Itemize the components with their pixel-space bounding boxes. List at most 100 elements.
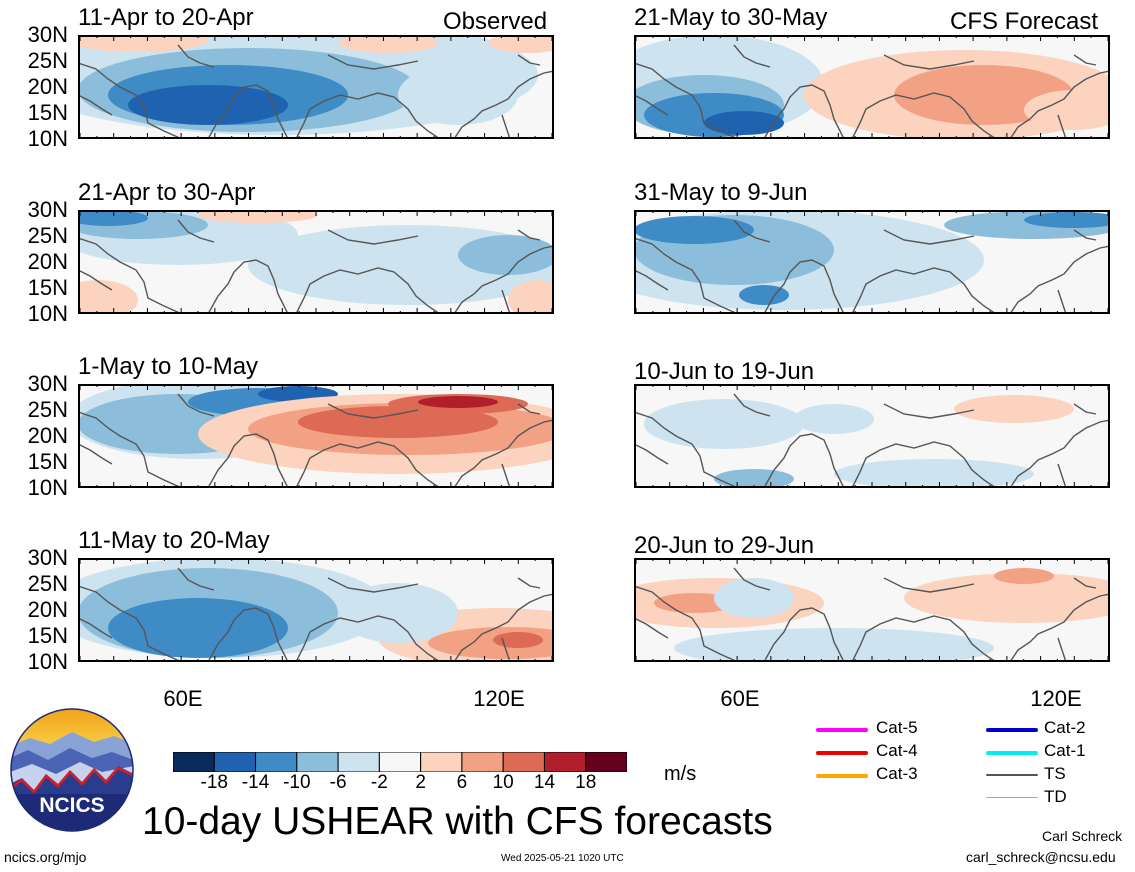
lon-label-60e-left: 60E: [163, 686, 203, 711]
legend-line-cat-3: [816, 774, 868, 778]
shear-region: [78, 210, 148, 226]
lon-label-60e-right: 60E: [720, 686, 760, 711]
shear-region: [418, 396, 498, 408]
colorbar: [172, 751, 628, 773]
shear-region: [128, 85, 288, 125]
colorbar-tick-label: 6: [456, 772, 468, 793]
shear-region: [634, 216, 754, 244]
lat-label: 25N: [27, 571, 68, 596]
legend-line-td: [986, 797, 1038, 798]
shear-region: [1024, 212, 1110, 228]
shear-map: [78, 558, 554, 662]
shear-region: [714, 578, 794, 618]
legend-label: Cat-4: [876, 741, 918, 760]
shear-region: [338, 583, 458, 643]
shear-region: [493, 632, 543, 648]
colorbar-swatch: [461, 751, 504, 773]
colorbar-tick-label: -14: [241, 772, 270, 793]
legend-line-cat-2: [986, 728, 1038, 732]
legend-line-ts: [986, 774, 1038, 776]
panel-title: 20-Jun to 29-Jun: [634, 532, 815, 559]
colorbar-tick-label: -2: [370, 772, 388, 793]
panel-title: 21-May to 30-May: [634, 4, 828, 31]
lat-label: 20N: [27, 597, 68, 622]
panel-title: 1-May to 10-May: [78, 353, 259, 380]
lat-label: 30N: [27, 197, 68, 222]
logo-text: NCICS: [39, 794, 104, 817]
shear-region: [794, 404, 874, 434]
ncics-logo: NCICS: [10, 708, 134, 832]
shear-region: [714, 469, 794, 488]
shear-map: [634, 384, 1110, 488]
lat-label: 10N: [27, 649, 68, 674]
colorbar-tick-label: 10: [492, 772, 514, 793]
colorbar-tick-label: -10: [283, 772, 311, 793]
colorbar-swatch: [378, 751, 422, 773]
panel-title: 31-May to 9-Jun: [634, 179, 808, 206]
footer-email: carl_schreck@ncsu.edu: [966, 849, 1116, 865]
shear-region: [904, 573, 1110, 623]
colorbar-tick-label: 14: [533, 772, 556, 793]
shear-region: [398, 65, 518, 125]
colorbar-swatch: [172, 751, 215, 773]
figure-title: 10-day USHEAR with CFS forecasts: [142, 800, 773, 843]
shear-region: [508, 280, 554, 314]
coastline: [78, 567, 554, 662]
panel-tag-observed: Observed: [443, 8, 548, 35]
coastline: [78, 393, 554, 488]
colorbar-swatch: [420, 751, 463, 773]
panel-title: 11-Apr to 20-Apr: [78, 4, 254, 31]
coastline: [78, 219, 554, 314]
shear-map: [78, 35, 554, 139]
lat-label: 15N: [27, 100, 68, 125]
shear-region: [739, 285, 789, 305]
shear-map: [78, 210, 554, 314]
shear-region: [644, 399, 804, 449]
shear-map: [634, 35, 1110, 139]
colorbar-tick-label: -6: [329, 772, 347, 793]
lat-label: 20N: [27, 249, 68, 274]
shear-map: [634, 210, 1110, 314]
legend-label: TD: [1044, 787, 1067, 806]
coastline: [634, 567, 1110, 662]
shear-map: [634, 558, 1110, 662]
colorbar-unit: m/s: [664, 763, 697, 785]
legend-label: Cat-2: [1044, 718, 1086, 737]
lat-label: 30N: [27, 545, 68, 570]
shear-region: [674, 628, 994, 662]
lat-label: 30N: [27, 371, 68, 396]
lon-label-120e-right: 120E: [1030, 686, 1082, 711]
lat-label: 30N: [27, 22, 68, 47]
legend-line-cat-5: [816, 728, 868, 732]
shear-region: [994, 568, 1054, 584]
lat-label: 15N: [27, 623, 68, 648]
colorbar-tick-label: 2: [415, 772, 426, 793]
colorbar-swatch: [337, 751, 380, 773]
shear-region: [198, 210, 318, 223]
lat-label: 15N: [27, 449, 68, 474]
footer-timestamp: Wed 2025-05-21 1020 UTC: [501, 853, 624, 864]
lat-label: 10N: [27, 475, 68, 500]
coastline: [78, 44, 554, 139]
colorbar-tick-label: 18: [575, 772, 597, 793]
shear-region: [338, 35, 438, 53]
colorbar-swatch: [502, 751, 545, 773]
shear-map: [78, 384, 554, 488]
panel-tag-forecast: CFS Forecast: [950, 8, 1099, 35]
legend-label: Cat-3: [876, 764, 918, 783]
shear-region: [108, 598, 288, 658]
colorbar-swatch: [296, 751, 339, 773]
lat-label: 25N: [27, 397, 68, 422]
lat-label: 25N: [27, 223, 68, 248]
legend-line-cat-1: [986, 751, 1038, 755]
footer-url: ncics.org/mjo: [4, 849, 87, 865]
shear-region: [954, 395, 1074, 423]
legend-label: Cat-1: [1044, 741, 1086, 760]
shear-region: [1024, 90, 1110, 130]
colorbar-tick-label: -18: [200, 772, 228, 793]
coastline: [634, 393, 1110, 488]
colorbar-swatch: [585, 751, 628, 773]
shear-region: [488, 35, 554, 53]
shear-region: [704, 111, 784, 135]
lon-label-120e-left: 120E: [473, 686, 525, 711]
